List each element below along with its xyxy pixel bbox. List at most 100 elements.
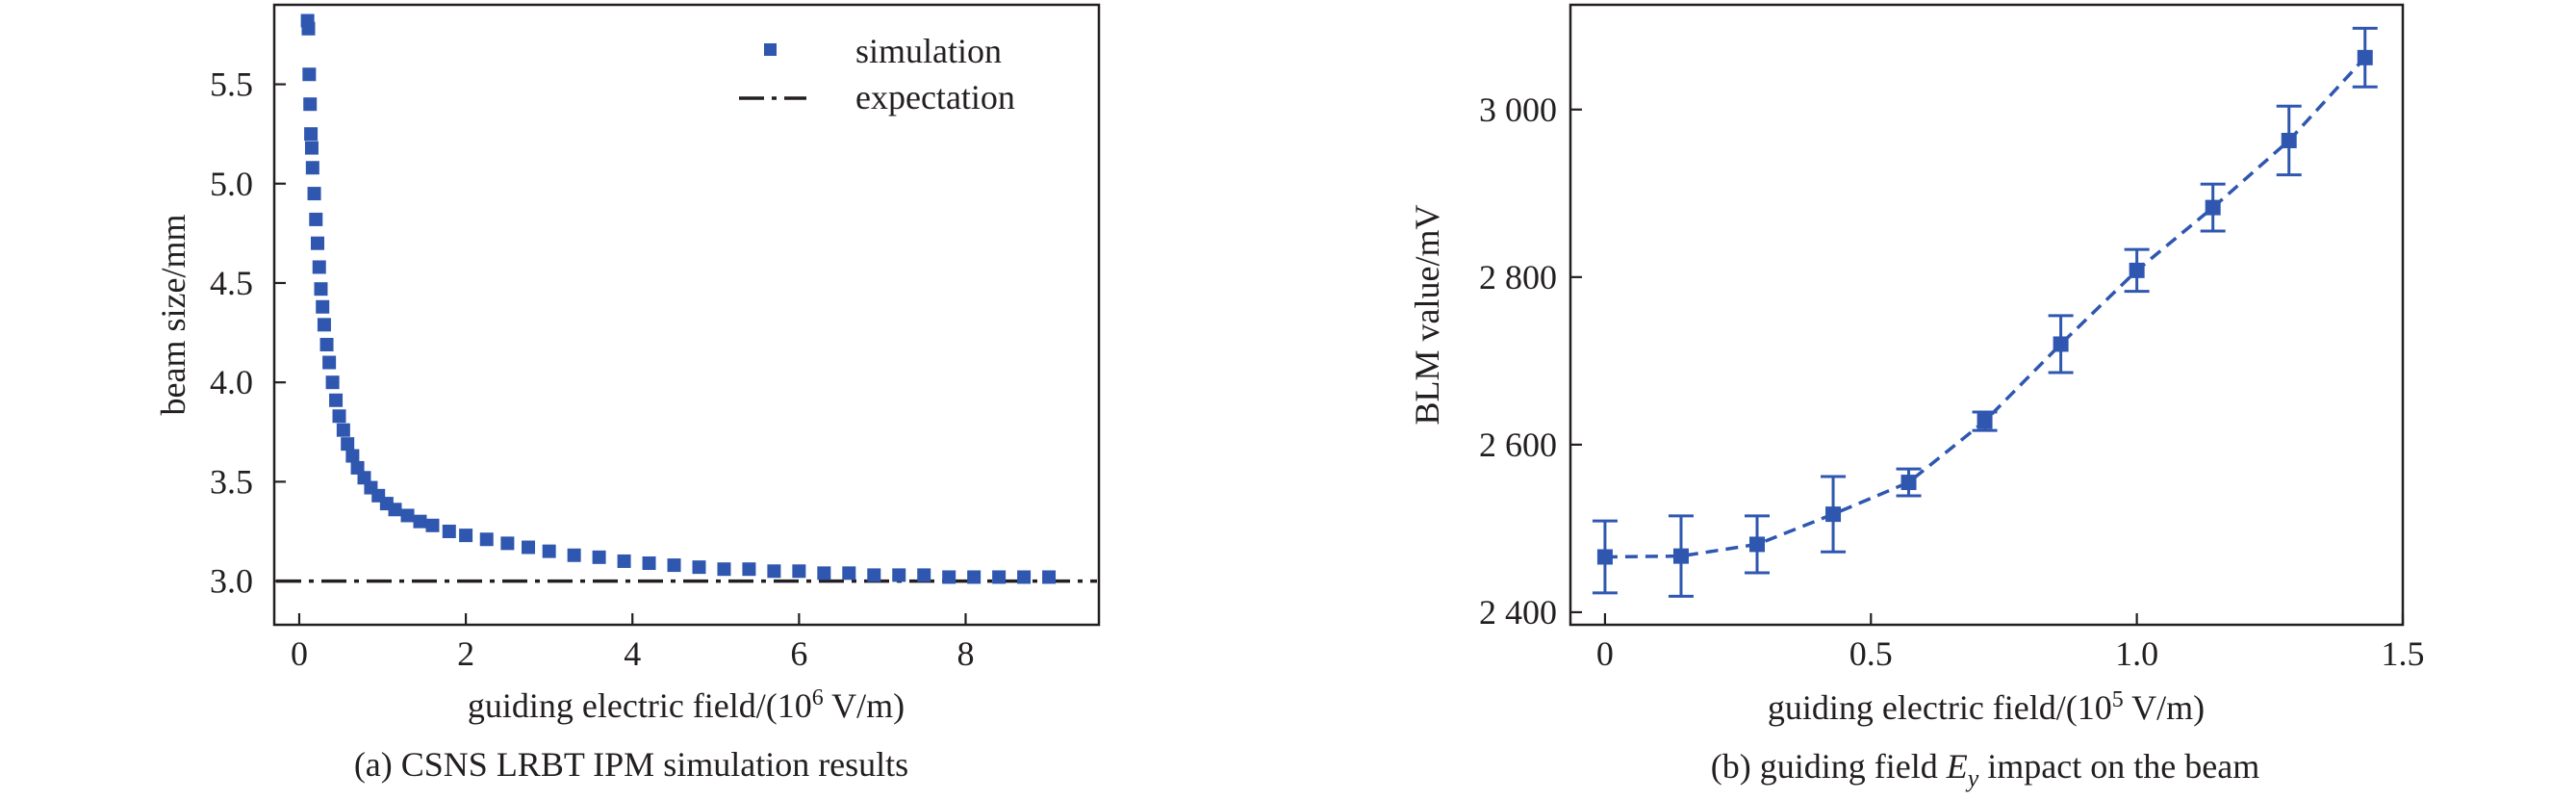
chart-a-y-tick-label: 5.5 — [210, 65, 253, 104]
chart-b-x-axis-label: guiding electric field/(105 V/m) — [1768, 687, 2205, 727]
blm-data-point — [1821, 475, 1847, 554]
simulation-point — [1042, 570, 1057, 584]
legend-expectation-label: expectation — [855, 78, 1015, 116]
simulation-point — [817, 566, 831, 581]
chart-b-y-tick-label: 2 600 — [1479, 426, 1557, 464]
simulation-point — [992, 570, 1007, 584]
chart-a-plot-frame — [272, 3, 1101, 627]
simulation-point — [316, 299, 330, 314]
blm-data-point — [1972, 410, 1998, 432]
blm-data-point — [2048, 314, 2074, 374]
blm-series-line — [1604, 56, 2367, 559]
simulation-point — [479, 532, 494, 547]
chart-b-y-tick-labels: 2 400 2 600 2 800 3 000 — [1479, 90, 1557, 632]
chart-a-y-tick-label: 4.5 — [210, 264, 253, 302]
simulation-point — [322, 355, 337, 370]
chart-b-ticks — [1570, 108, 2405, 625]
simulation-point — [717, 562, 731, 577]
blm-data-point — [1745, 514, 1771, 575]
simulation-point — [345, 449, 360, 463]
simulation-point — [967, 570, 982, 584]
blm-marker — [2129, 262, 2145, 278]
chart-a-x-tick-labels: 0 2 4 6 8 — [291, 634, 975, 673]
simulation-point — [303, 97, 318, 112]
simulation-point — [522, 540, 536, 555]
chart-b: 0 0.5 1.0 1.5 2 400 2 600 2 800 3 000 guiding … — [1408, 3, 2425, 792]
blm-marker — [2205, 199, 2221, 216]
chart-a: 0 2 4 6 8 3.0 3.5 4.0 4.5 5.0 5.5 simulation expe… — [154, 3, 1101, 784]
chart-a-x-tick-label: 6 — [790, 634, 807, 673]
chart-b-plot-frame — [1569, 3, 2405, 627]
simulation-point — [304, 141, 319, 155]
chart-b-y-axis-label: BLM value/mV — [1408, 205, 1446, 426]
blm-data-point — [2352, 26, 2378, 89]
chart-a-gridlines-ticks — [274, 83, 967, 625]
simulation-point — [917, 568, 931, 582]
legend-simulation-marker — [764, 43, 777, 56]
simulation-point — [312, 260, 326, 274]
simulation-point — [311, 236, 325, 250]
chart-a-y-tick-labels: 3.0 3.5 4.0 4.5 5.0 5.5 — [210, 65, 253, 601]
simulation-point — [319, 337, 334, 351]
simulation-point — [325, 375, 340, 390]
simulation-point — [592, 550, 606, 564]
chart-b-y-tick-label: 3 000 — [1479, 90, 1557, 129]
blm-marker — [1977, 413, 1993, 429]
chart-b-x-tick-label: 1.5 — [2382, 634, 2425, 673]
blm-marker — [1825, 506, 1842, 523]
simulation-point — [309, 212, 323, 226]
simulation-point — [304, 127, 319, 142]
blm-data-point — [1592, 519, 1618, 595]
simulation-point — [388, 503, 402, 517]
chart-a-x-tick-label: 4 — [624, 634, 641, 673]
simulation-point — [642, 556, 656, 571]
chart-a-caption: (a) CSNS LRBT IPM simulation results — [354, 745, 908, 784]
chart-a-x-tick-label: 0 — [291, 634, 308, 673]
simulation-point — [667, 558, 681, 573]
simulation-point — [332, 409, 346, 424]
simulation-point — [500, 536, 515, 551]
chart-b-x-tick-label: 0.5 — [1849, 634, 1893, 673]
simulation-point — [400, 508, 415, 523]
chart-b-x-tick-labels: 0 0.5 1.0 1.5 — [1596, 634, 2425, 673]
blm-data-point — [2200, 182, 2226, 233]
simulation-point — [301, 21, 316, 36]
chart-a-y-axis-label: beam size/mm — [154, 215, 192, 416]
chart-b-y-tick-label: 2 400 — [1479, 593, 1557, 632]
simulation-point — [459, 529, 473, 543]
blm-data-point — [2276, 104, 2302, 177]
simulation-point — [341, 437, 355, 452]
chart-a-x-tick-label: 8 — [956, 634, 974, 673]
simulation-point — [792, 564, 806, 579]
simulation-point — [413, 514, 427, 529]
simulation-point — [314, 282, 328, 297]
chart-a-y-tick-label: 4.0 — [210, 363, 253, 401]
simulation-point — [305, 161, 319, 175]
simulation-point — [329, 393, 344, 407]
blm-marker — [1749, 536, 1766, 553]
simulation-point — [307, 187, 321, 201]
chart-b-y-tick-label: 2 800 — [1479, 258, 1557, 297]
simulation-series — [300, 13, 1057, 584]
chart-a-y-tick-label: 5.0 — [210, 165, 253, 203]
simulation-point — [542, 544, 556, 558]
chart-a-legend: simulation expectation — [739, 32, 1015, 116]
chart-b-x-tick-label: 1.0 — [2115, 634, 2158, 673]
simulation-point — [892, 568, 906, 582]
blm-marker — [1672, 548, 1689, 564]
chart-b-caption: (b) guiding field Ey impact on the beam — [1711, 747, 2259, 792]
blm-marker — [1900, 475, 1917, 491]
blm-marker — [2053, 336, 2069, 352]
blm-marker — [2357, 49, 2373, 65]
blm-marker — [1596, 549, 1613, 565]
simulation-point — [302, 67, 317, 82]
simulation-point — [842, 566, 856, 581]
blm-data-point — [2124, 247, 2150, 294]
chart-a-y-tick-label: 3.0 — [210, 562, 253, 601]
simulation-point — [567, 548, 581, 562]
simulation-point — [942, 570, 956, 584]
simulation-point — [767, 564, 781, 579]
simulation-point — [692, 560, 706, 575]
simulation-point — [336, 423, 350, 437]
